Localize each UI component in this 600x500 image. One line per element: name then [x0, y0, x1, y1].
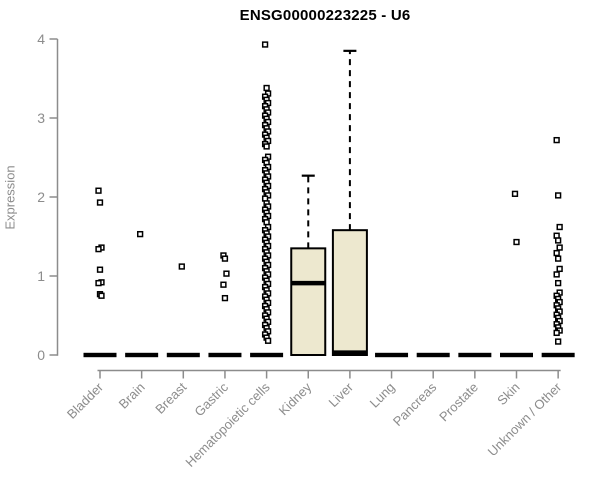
x-tick-label-breast: Breast — [152, 379, 189, 416]
outlier-point — [555, 279, 562, 287]
x-tick-label-bladder: Bladder — [64, 379, 107, 422]
outlier-point — [220, 281, 227, 288]
collapsed-box-bar — [458, 352, 492, 358]
outlier-point — [263, 84, 270, 92]
outlier-point — [96, 266, 104, 273]
outlier-point — [261, 41, 269, 48]
collapsed-box-bar — [125, 352, 159, 358]
outlier-point — [263, 143, 270, 150]
y-tick-label: 4 — [37, 31, 45, 47]
outlier-point — [513, 238, 520, 246]
outlier-point — [178, 263, 185, 270]
outlier-point — [221, 255, 229, 262]
outlier-point — [137, 230, 144, 238]
x-tick-label-kidney: Kidney — [276, 379, 315, 418]
outlier-point — [95, 245, 102, 253]
outlier-point — [98, 292, 105, 299]
y-tick-label: 0 — [37, 347, 45, 363]
y-tick-label: 2 — [37, 189, 45, 205]
collapsed-box-bar — [416, 352, 450, 358]
outlier-point — [555, 192, 562, 199]
outlier-point — [221, 294, 229, 302]
x-tick-label-pancreas: Pancreas — [390, 379, 440, 429]
outlier-point — [553, 329, 560, 337]
outlier-point — [96, 199, 104, 206]
y-tick-label: 1 — [37, 268, 45, 284]
x-tick-label-liver: Liver — [325, 379, 356, 410]
outlier-point — [511, 190, 519, 197]
x-tick-label-lung: Lung — [367, 380, 398, 411]
collapsed-box-bar — [500, 352, 533, 358]
x-tick-label-prostate: Prostate — [436, 380, 481, 425]
outlier-point — [223, 270, 230, 277]
outlier-point — [555, 255, 562, 262]
collapsed-box-bar — [541, 352, 575, 358]
chart-title: ENSG00000223225 - U6 — [239, 7, 411, 24]
outlier-point — [553, 271, 560, 278]
outlier-point — [555, 338, 562, 345]
y-tick-label: 3 — [37, 110, 45, 126]
outlier-point — [95, 279, 102, 287]
outlier-point — [556, 244, 563, 251]
outlier-point — [556, 265, 563, 273]
outlier-point — [553, 136, 560, 144]
collapsed-box-bar — [250, 352, 284, 358]
iqr-box — [290, 247, 327, 357]
outlier-point — [555, 237, 562, 244]
collapsed-box-bar — [83, 352, 117, 358]
x-tick-label-gastric: Gastric — [191, 379, 231, 419]
collapsed-box-bar — [375, 352, 409, 358]
outlier-point — [95, 187, 102, 194]
collapsed-box-bar — [166, 352, 200, 358]
outlier-point — [553, 249, 560, 257]
x-tick-label-unknown-other: Unknown / Other — [485, 379, 565, 459]
x-tick-label-brain: Brain — [116, 380, 148, 412]
iqr-box — [331, 229, 368, 356]
outlier-point — [556, 223, 563, 231]
x-tick-label-skin: Skin — [494, 380, 522, 408]
collapsed-box-bar — [208, 352, 242, 358]
outlier-point — [264, 337, 272, 344]
